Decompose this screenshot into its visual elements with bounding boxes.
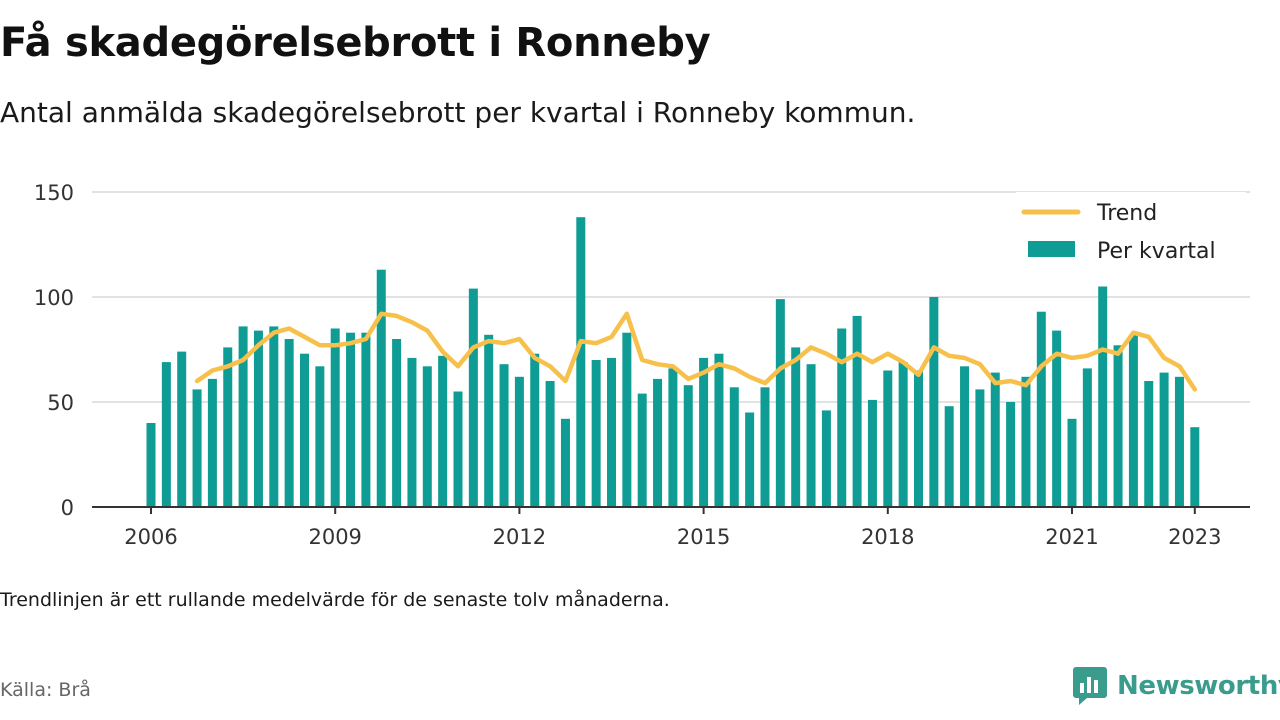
bar (269, 326, 279, 507)
chart-subtitle: Antal anmälda skadegörelsebrott per kvar… (0, 96, 916, 129)
bars (146, 217, 1200, 507)
bar (990, 372, 1000, 507)
legend: Trend Per kvartal (1016, 192, 1246, 274)
bar (791, 347, 801, 507)
x-tick-label: 2015 (677, 525, 730, 549)
bar (284, 339, 294, 507)
bar (944, 406, 954, 507)
bar (1113, 345, 1123, 507)
bar (177, 351, 187, 507)
bar (1159, 372, 1169, 507)
bar (852, 315, 862, 507)
x-tick-label: 2018 (861, 525, 914, 549)
bar (622, 332, 632, 507)
bar (1067, 418, 1077, 507)
bar (560, 418, 570, 507)
bar (1174, 376, 1184, 507)
bar (1190, 427, 1200, 507)
chart-source: Källa: Brå (0, 679, 91, 701)
bar (422, 366, 432, 507)
bar (346, 332, 356, 507)
legend-trend-label: Trend (1096, 201, 1157, 226)
bar (1098, 286, 1108, 507)
bar (499, 364, 509, 507)
bar (468, 288, 478, 507)
bar (300, 353, 309, 507)
x-tick-label: 2021 (1045, 525, 1098, 549)
bar (161, 362, 171, 507)
bar (760, 387, 770, 507)
bar (514, 376, 524, 507)
bar (714, 353, 724, 507)
y-axis-tick-labels: 0 50 100 150 (34, 181, 74, 520)
bar (1144, 381, 1154, 507)
x-tick-label: 2012 (493, 525, 546, 549)
bar (576, 217, 586, 507)
bar (1021, 376, 1031, 507)
bar (530, 353, 540, 507)
bar (898, 362, 908, 507)
bar (438, 355, 448, 507)
bar (699, 357, 709, 507)
y-tick-label: 100 (34, 286, 74, 310)
bar-chart: 0 50 100 150 2006 2009 2012 2015 2018 2021 2023 T… (34, 181, 1250, 549)
legend-bars-label: Per kvartal (1097, 239, 1216, 264)
y-tick-label: 150 (34, 181, 74, 205)
bar (867, 399, 877, 507)
bar (775, 299, 785, 507)
bar (821, 410, 831, 507)
bar (238, 326, 248, 507)
bar (223, 347, 233, 507)
trend-line (194, 311, 1198, 392)
chart-note: Trendlinjen är ett rullande medelvärde f… (0, 589, 670, 611)
bar (1052, 330, 1062, 507)
bar (806, 364, 816, 507)
bar (1036, 311, 1046, 507)
bar (453, 391, 463, 507)
bar (745, 412, 755, 507)
x-axis-tick-labels: 2006 2009 2012 2015 2018 2021 2023 (124, 507, 1222, 549)
bar (392, 339, 402, 507)
bar (668, 368, 678, 507)
bar (1082, 368, 1092, 507)
bar (591, 360, 601, 507)
bar (1128, 334, 1138, 507)
bar (607, 357, 616, 507)
trend-line-layer (194, 311, 1198, 392)
bar (315, 366, 325, 507)
bar (637, 393, 647, 507)
bar (192, 389, 202, 507)
newsworthy-logo-icon (1073, 667, 1107, 705)
bar (1006, 402, 1016, 507)
bar (407, 357, 417, 507)
bar (883, 370, 893, 507)
brand-name: Newsworthy (1117, 671, 1280, 701)
y-tick-label: 50 (47, 391, 74, 415)
bar (683, 385, 693, 507)
newsworthy-brand[interactable]: Newsworthy (1073, 666, 1280, 706)
bar (484, 334, 494, 507)
bar (914, 370, 923, 507)
x-tick-label: 2023 (1168, 525, 1221, 549)
bar (653, 378, 663, 507)
bar (361, 332, 371, 507)
x-tick-label: 2006 (124, 525, 177, 549)
bar (376, 269, 386, 507)
bar (330, 328, 340, 507)
bar (975, 389, 985, 507)
y-tick-label: 0 (61, 496, 74, 520)
bar (960, 366, 970, 507)
bar (146, 423, 156, 507)
x-tick-label: 2009 (308, 525, 361, 549)
bar (545, 381, 555, 507)
chart-title: Få skadegörelsebrott i Ronneby (0, 20, 711, 66)
legend-bars-swatch (1028, 241, 1075, 257)
legend-background (1016, 192, 1246, 274)
bar (207, 378, 217, 507)
bar (837, 328, 847, 507)
bar (729, 387, 739, 507)
bar (929, 297, 939, 507)
bar (253, 330, 263, 507)
